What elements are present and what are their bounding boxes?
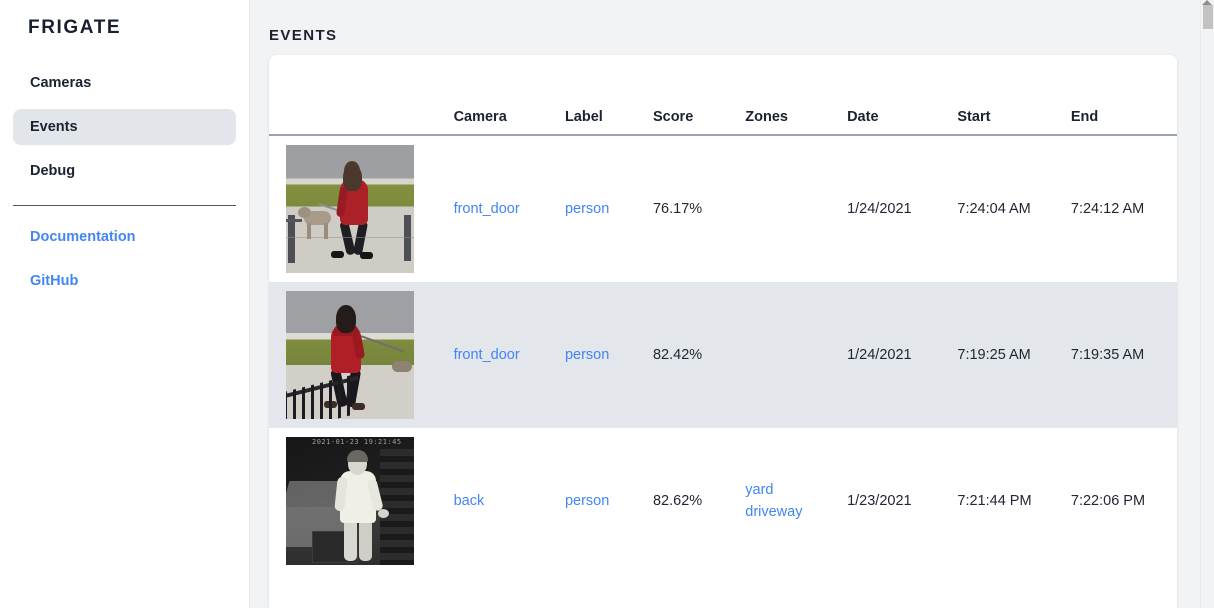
events-card: Camera Label Score Zones Date Start End	[269, 55, 1177, 608]
sidebar: FRIGATE Cameras Events Debug Documentati…	[0, 0, 250, 608]
main-content: EVENTS Camera Label Score Zones Date Sta…	[250, 0, 1214, 608]
event-start-cell: 7:19:25 AM	[957, 347, 1031, 363]
label-link[interactable]: person	[564, 201, 610, 217]
event-thumbnail-image[interactable]: 2021-01-23 19:21:45	[286, 437, 414, 565]
person-shoe-shape	[331, 251, 344, 258]
event-zones-cell	[745, 135, 847, 282]
person-hand-shape	[378, 509, 389, 518]
sidebar-item-events[interactable]: Events	[13, 109, 236, 145]
camera-link[interactable]: front_door	[453, 347, 520, 363]
column-header-thumbnail	[269, 55, 454, 135]
person-leg-shape	[344, 519, 357, 561]
thumbnail-timestamp-overlay: 2021-01-23 19:21:45	[312, 438, 402, 446]
event-thumbnail-image[interactable]	[286, 291, 414, 419]
person-shoe-shape	[352, 403, 365, 410]
page-title: EVENTS	[269, 27, 338, 45]
dog-body-shape	[392, 361, 412, 372]
fence-post-icon	[288, 215, 295, 263]
column-header-zones: Zones	[745, 109, 788, 125]
events-table-head: Camera Label Score Zones Date Start End	[269, 55, 1177, 135]
sidebar-link-github[interactable]: GitHub	[30, 273, 79, 289]
event-label-cell[interactable]: person	[565, 282, 653, 428]
table-header-row: Camera Label Score Zones Date Start End	[269, 55, 1177, 135]
event-date-cell: 1/23/2021	[847, 493, 912, 509]
fence-post-icon	[404, 215, 411, 261]
column-header-date: Date	[847, 109, 879, 125]
event-thumbnail-cell[interactable]	[269, 282, 454, 428]
table-row[interactable]: 2021-01-23 19:21:45 back person 82.62% y…	[269, 428, 1177, 574]
person-shoe-shape	[360, 252, 373, 259]
sidebar-item-cameras[interactable]: Cameras	[30, 75, 92, 91]
event-thumbnail-cell[interactable]: 2021-01-23 19:21:45	[269, 428, 454, 574]
camera-link[interactable]: front_door	[453, 201, 520, 217]
event-score-cell: 76.17%	[652, 201, 703, 217]
external-links: Documentation GitHub	[0, 220, 249, 298]
person-leg-shape	[352, 220, 369, 256]
railing-shape	[286, 374, 356, 419]
column-header-end: End	[1070, 109, 1099, 125]
zone-link[interactable]: yard	[745, 481, 774, 498]
label-link[interactable]: person	[564, 493, 610, 509]
dog-body-shape	[304, 211, 331, 225]
table-row[interactable]: front_door person 76.17% 1/24/2021 7:24:…	[269, 135, 1177, 282]
leash-shape	[361, 335, 405, 353]
sidebar-divider	[13, 205, 236, 206]
event-camera-cell[interactable]: back	[454, 428, 565, 574]
table-row[interactable]: front_door person 82.42% 1/24/2021 7:19:…	[269, 282, 1177, 428]
event-camera-cell[interactable]: front_door	[454, 282, 565, 428]
event-zones-cell	[745, 282, 847, 428]
event-end-cell: 7:22:06 PM	[1070, 493, 1146, 509]
fence-rail-icon	[286, 219, 302, 222]
event-label-cell[interactable]: person	[565, 135, 653, 282]
person-leg-shape	[359, 519, 372, 561]
person-hair-shape	[336, 305, 356, 333]
app-brand-title: FRIGATE	[28, 17, 122, 38]
event-zones-cell: yard driveway	[745, 428, 847, 574]
column-header-camera: Camera	[453, 109, 507, 125]
event-thumbnail-image[interactable]	[286, 145, 414, 273]
dog-head-shape	[298, 207, 311, 218]
dog-leg-shape	[324, 223, 328, 239]
scrollbar-thumb[interactable]	[1203, 5, 1213, 29]
events-table-body: front_door person 76.17% 1/24/2021 7:24:…	[269, 135, 1177, 574]
event-score-cell: 82.42%	[652, 347, 703, 363]
camera-link[interactable]: back	[453, 493, 485, 509]
person-hair-shape	[343, 165, 362, 191]
primary-nav: Cameras Events Debug	[0, 65, 249, 189]
scroll-up-arrow-icon[interactable]	[1202, 0, 1212, 5]
event-date-cell: 1/24/2021	[847, 347, 912, 363]
column-header-start: Start	[957, 109, 991, 125]
event-end-cell: 7:24:12 AM	[1070, 201, 1145, 217]
event-start-cell: 7:21:44 PM	[957, 493, 1032, 509]
event-camera-cell[interactable]: front_door	[454, 135, 565, 282]
events-table: Camera Label Score Zones Date Start End	[269, 55, 1177, 574]
wall-shape	[380, 449, 414, 565]
zone-link[interactable]: driveway	[745, 504, 803, 520]
event-score-cell: 82.62%	[652, 493, 703, 509]
event-start-cell: 7:24:04 AM	[957, 201, 1031, 217]
sidebar-link-documentation[interactable]: Documentation	[30, 229, 136, 245]
dog-leg-shape	[307, 223, 311, 239]
sidebar-item-debug[interactable]: Debug	[30, 163, 76, 179]
page-scrollbar[interactable]	[1200, 0, 1214, 608]
event-date-cell: 1/24/2021	[847, 201, 912, 217]
event-end-cell: 7:19:35 AM	[1070, 347, 1145, 363]
column-header-label: Label	[564, 109, 603, 125]
person-hair-shape	[347, 450, 368, 462]
event-thumbnail-cell[interactable]	[269, 135, 454, 282]
column-header-score: Score	[652, 109, 694, 125]
label-link[interactable]: person	[564, 347, 610, 363]
event-label-cell[interactable]: person	[565, 428, 653, 574]
